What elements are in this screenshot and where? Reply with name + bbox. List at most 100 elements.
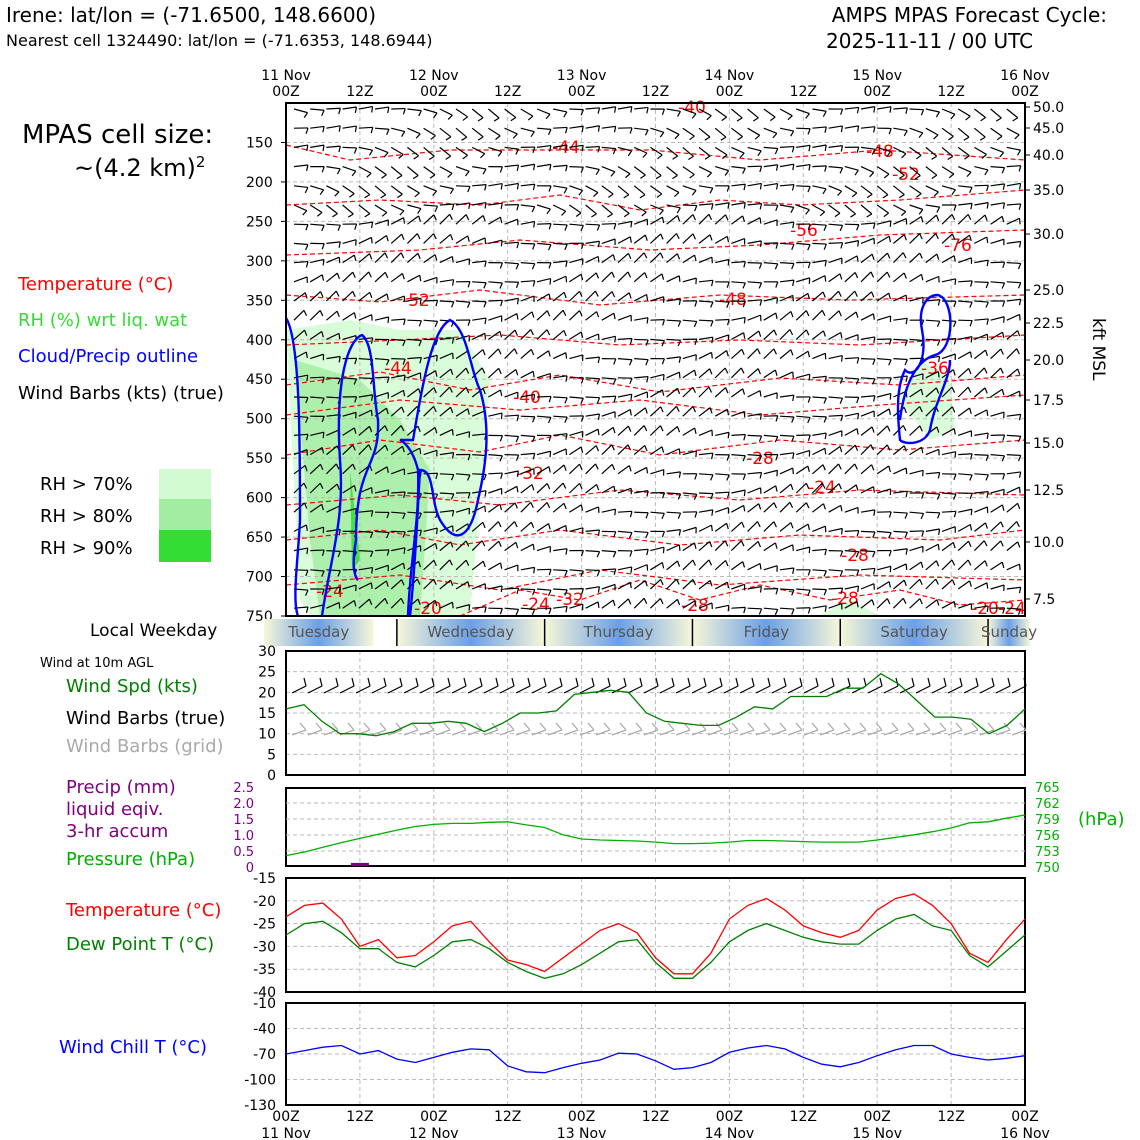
wind-barb — [869, 172, 875, 178]
wind-barb — [495, 135, 501, 140]
wind-barb — [465, 559, 470, 566]
wind-barb — [321, 397, 325, 404]
wind-barb — [617, 598, 629, 609]
wind-barb — [909, 296, 924, 302]
wind-barb — [407, 146, 419, 157]
wind-barb-grid — [675, 729, 691, 736]
wind-barb-true — [335, 677, 339, 687]
wind-barb — [439, 337, 454, 340]
wind-barb — [856, 146, 860, 153]
pressure-tick-label: 600 — [246, 491, 273, 507]
wind-barb — [823, 589, 827, 596]
wind-barb — [585, 601, 599, 609]
wind-barb — [941, 185, 956, 191]
wind-barb — [309, 446, 323, 456]
wind-barb — [532, 243, 536, 250]
wind-barb — [808, 145, 811, 152]
wind-barb — [455, 386, 467, 398]
legend-temperature: Temperature (°C) — [18, 274, 174, 295]
wind-barb — [400, 425, 405, 432]
wind-barb — [893, 234, 905, 244]
upper-panel: 1502002503003504004505005506006507007505… — [246, 68, 1064, 625]
wind-barb — [840, 505, 843, 512]
wind-barb — [548, 466, 551, 473]
wind-barb-grid — [843, 722, 851, 731]
wind-barb — [796, 185, 811, 188]
wind-barb — [920, 561, 924, 568]
wind-barb — [919, 598, 923, 605]
wind-barb — [936, 320, 941, 327]
wind-barb — [1006, 541, 1019, 552]
wind-barb — [504, 262, 519, 265]
wind-barb — [531, 484, 535, 491]
temperature-contour — [285, 229, 1026, 256]
wind-barb — [678, 372, 681, 379]
wind-barb — [549, 145, 552, 152]
wind-barb — [957, 580, 970, 590]
wind-barb — [484, 317, 487, 325]
wind-barb — [342, 584, 357, 590]
wind-barb — [678, 298, 682, 306]
wind-barb — [791, 146, 795, 153]
wind-barb — [757, 368, 761, 375]
wind-barb — [338, 333, 341, 340]
wind-barb — [488, 299, 503, 302]
wind-barb — [585, 145, 600, 148]
temperature-contour-label: -36 — [921, 359, 949, 379]
wind-barb — [321, 416, 325, 423]
wind-barb — [967, 386, 972, 393]
wind-barb-true — [607, 677, 611, 687]
wind-barb — [353, 485, 357, 492]
legend-precip-1: Precip (mm) — [66, 777, 176, 798]
wind-barb — [548, 608, 552, 615]
wind-barb — [855, 484, 859, 491]
wind-barb — [698, 127, 711, 138]
top-half-label: 12Z — [937, 84, 964, 100]
wind-barb — [585, 356, 600, 360]
wind-barb-grid — [731, 722, 739, 731]
wind-barb — [455, 214, 467, 225]
wind-barb — [747, 454, 762, 457]
wind-barb — [828, 257, 843, 264]
wind-barb — [423, 527, 438, 532]
wind-barb — [877, 565, 891, 571]
wind-barb — [941, 108, 956, 115]
wind-barb — [418, 110, 422, 117]
wind-barb — [958, 603, 972, 609]
wind-barb — [974, 473, 989, 476]
wind-barb — [629, 377, 633, 385]
wind-barb — [646, 317, 649, 324]
wind-barb — [471, 560, 484, 571]
wind-barb — [866, 213, 873, 218]
wind-barb — [435, 543, 438, 550]
wind-barb-true — [771, 685, 787, 694]
weekday-band — [544, 619, 693, 646]
wind-barb — [970, 336, 973, 343]
wind-barb — [698, 541, 711, 552]
wind-barb — [536, 127, 552, 130]
wind-barb-true — [323, 685, 339, 694]
wind-barb — [353, 312, 357, 319]
wind-barb — [612, 148, 617, 155]
wind-barb — [666, 233, 677, 244]
wind-barb — [439, 541, 452, 552]
wind-barb-grid — [939, 722, 947, 731]
wind-barb — [585, 569, 600, 572]
wind-barb — [569, 108, 584, 111]
wind-barb — [553, 588, 568, 591]
wind-barb — [941, 406, 953, 417]
wind-barb — [353, 378, 358, 385]
wind-barb-true — [611, 685, 627, 694]
wind-barb — [953, 511, 957, 518]
wind-barb — [423, 406, 435, 417]
wind-barb — [385, 235, 389, 242]
wind-barb — [990, 238, 1005, 244]
wind-barb — [893, 548, 908, 552]
wind-barb — [727, 432, 730, 439]
wind-barb — [488, 487, 502, 494]
wind-barb — [938, 356, 941, 363]
wind-barb — [580, 550, 584, 557]
wind-barb — [888, 359, 892, 366]
wind-barb — [957, 146, 970, 157]
wind-barb — [990, 215, 1003, 225]
